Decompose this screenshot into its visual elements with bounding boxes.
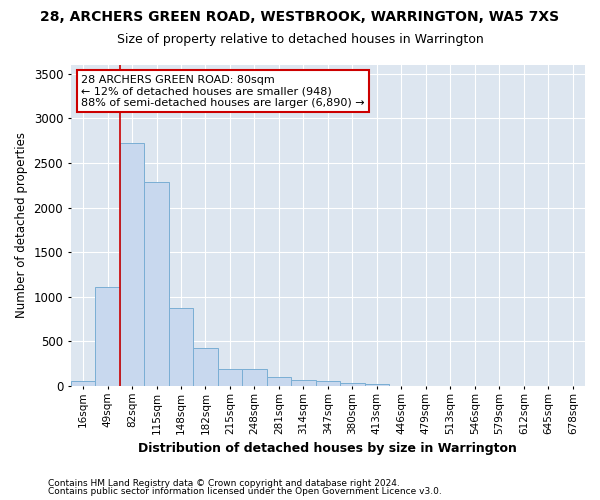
Bar	[291, 380, 316, 386]
Text: Contains HM Land Registry data © Crown copyright and database right 2024.: Contains HM Land Registry data © Crown c…	[48, 478, 400, 488]
Bar	[242, 369, 266, 386]
Text: 28 ARCHERS GREEN ROAD: 80sqm
← 12% of detached houses are smaller (948)
88% of s: 28 ARCHERS GREEN ROAD: 80sqm ← 12% of de…	[81, 74, 365, 108]
Text: Contains public sector information licensed under the Open Government Licence v3: Contains public sector information licen…	[48, 487, 442, 496]
Bar	[340, 384, 365, 386]
Text: Size of property relative to detached houses in Warrington: Size of property relative to detached ho…	[116, 32, 484, 46]
Bar	[71, 381, 95, 386]
Bar	[144, 182, 169, 386]
Text: 28, ARCHERS GREEN ROAD, WESTBROOK, WARRINGTON, WA5 7XS: 28, ARCHERS GREEN ROAD, WESTBROOK, WARRI…	[40, 10, 560, 24]
Bar	[120, 142, 144, 386]
Y-axis label: Number of detached properties: Number of detached properties	[15, 132, 28, 318]
X-axis label: Distribution of detached houses by size in Warrington: Distribution of detached houses by size …	[139, 442, 517, 455]
Bar	[266, 377, 291, 386]
Bar	[193, 348, 218, 386]
Bar	[316, 381, 340, 386]
Bar	[218, 369, 242, 386]
Bar	[365, 384, 389, 386]
Bar	[95, 287, 120, 386]
Bar	[169, 308, 193, 386]
